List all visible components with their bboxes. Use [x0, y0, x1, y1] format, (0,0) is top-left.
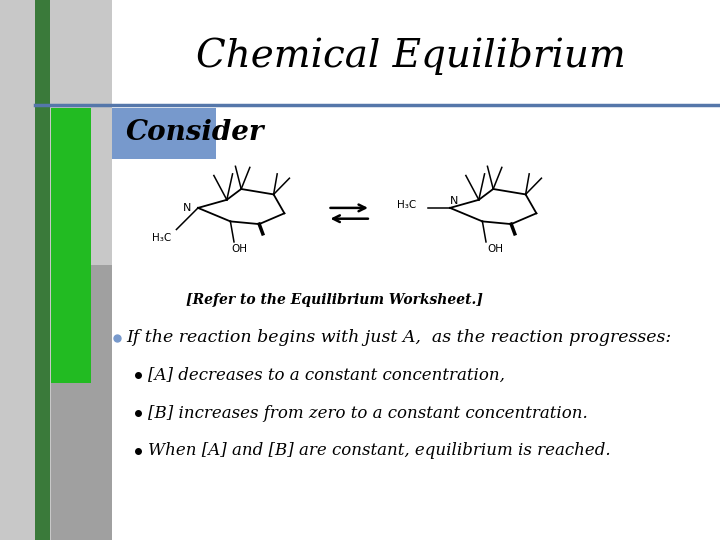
Text: [Refer to the Equilibrium Worksheet.]: [Refer to the Equilibrium Worksheet.] [186, 293, 483, 307]
Text: If the reaction begins with just A,  as the reaction progresses:: If the reaction begins with just A, as t… [126, 329, 671, 346]
Text: N: N [449, 197, 458, 206]
Text: H₃C: H₃C [153, 233, 171, 242]
Text: [B] increases from zero to a constant concentration.: [B] increases from zero to a constant co… [148, 404, 588, 422]
Text: When [A] and [B] are constant, equilibrium is reached.: When [A] and [B] are constant, equilibri… [148, 442, 611, 460]
Text: H₃C: H₃C [397, 200, 416, 210]
Bar [35, 0, 50, 540]
Text: Chemical Equilibrium: Chemical Equilibrium [196, 38, 625, 76]
Bar [51, 108, 91, 383]
Text: OH: OH [487, 245, 503, 254]
Bar [112, 0, 720, 540]
Bar [112, 108, 216, 159]
Text: [A] decreases to a constant concentration,: [A] decreases to a constant concentratio… [148, 367, 505, 384]
Text: N: N [183, 203, 192, 213]
Text: Consider: Consider [126, 119, 264, 146]
Bar [51, 265, 112, 540]
Text: OH: OH [231, 245, 247, 254]
